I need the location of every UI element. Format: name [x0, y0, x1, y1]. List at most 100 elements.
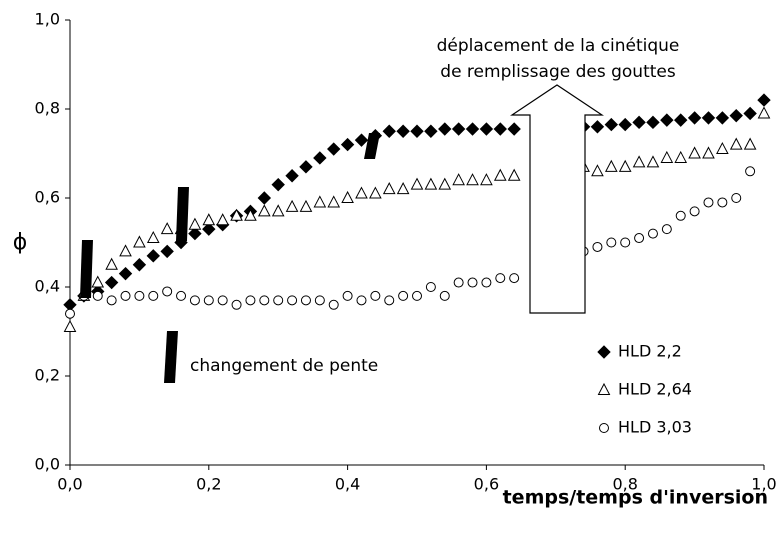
- triangle-marker: [757, 106, 771, 119]
- triangle-marker: [202, 213, 216, 226]
- triangle-marker: [105, 257, 118, 270]
- diamond-marker: [424, 124, 438, 138]
- circle-marker: [592, 241, 603, 252]
- x-tick-label: 0,8: [612, 475, 637, 494]
- diamond-marker: [632, 115, 646, 130]
- circle-marker: [675, 210, 686, 221]
- triangle-marker: [618, 159, 632, 172]
- diamond-marker: [465, 122, 480, 136]
- diamond-marker: [299, 160, 313, 174]
- diamond-marker: [188, 226, 202, 241]
- circle-marker: [273, 295, 284, 306]
- circle-marker: [148, 290, 159, 301]
- x-tick-label: 1,0: [751, 475, 776, 494]
- annotation: de remplissage des gouttes: [440, 62, 676, 82]
- diamond-marker: [451, 122, 466, 136]
- diamond-marker: [604, 117, 619, 132]
- circle-marker: [453, 277, 464, 288]
- circle-marker: [300, 295, 311, 306]
- triangle-marker: [313, 195, 327, 208]
- diamond-marker: [202, 222, 216, 236]
- diamond-marker: [438, 122, 452, 136]
- triangle-marker: [369, 186, 382, 199]
- circle-marker: [176, 290, 187, 301]
- diamond-marker: [493, 122, 507, 136]
- circle-marker: [717, 197, 728, 208]
- diamond-marker: [729, 108, 743, 123]
- diamond-marker: [327, 142, 341, 156]
- triangle-marker: [591, 164, 604, 177]
- triangle-marker: [438, 177, 452, 190]
- diamond-marker: [271, 177, 285, 192]
- triangle-marker: [396, 182, 410, 195]
- triangle-marker: [146, 230, 160, 244]
- triangle-marker: [674, 150, 688, 163]
- triangle-marker: [632, 155, 646, 168]
- circle-marker: [425, 282, 436, 292]
- triangle-marker: [285, 199, 299, 212]
- diamond-marker: [132, 258, 147, 272]
- triangle-marker: [355, 186, 368, 199]
- circle-marker: [599, 423, 609, 433]
- diamond-marker: [701, 111, 716, 125]
- diamond-marker: [285, 169, 299, 183]
- y-tick-label: 0,4: [35, 277, 60, 296]
- slope-mark: [80, 240, 93, 298]
- triangle-marker: [188, 217, 202, 230]
- slope-mark: [364, 133, 380, 159]
- diamond-marker: [313, 151, 327, 165]
- triangle-marker: [452, 173, 465, 186]
- diamond-marker: [382, 124, 396, 138]
- diamond-marker: [715, 111, 730, 125]
- circle-marker: [203, 295, 214, 306]
- circle-marker: [703, 197, 714, 208]
- circle-marker: [134, 290, 145, 301]
- circle-marker: [745, 166, 756, 177]
- diamond-marker: [757, 93, 771, 107]
- legend-label: HLD 2,64: [618, 380, 692, 399]
- circle-marker: [634, 233, 645, 244]
- triangle-marker: [257, 204, 271, 217]
- diamond-marker: [507, 122, 521, 136]
- circle-marker: [342, 290, 353, 301]
- circle-marker: [647, 228, 658, 239]
- triangle-marker: [702, 146, 715, 159]
- triangle-marker: [244, 208, 257, 221]
- triangle-marker: [688, 146, 701, 159]
- diamond-marker: [590, 120, 605, 134]
- x-tick-label: 0,2: [196, 475, 221, 494]
- circle-marker: [384, 295, 395, 306]
- diamond-marker: [354, 133, 369, 147]
- circle-marker: [509, 273, 520, 284]
- x-tick-label: 0,4: [335, 475, 360, 494]
- triangle-marker: [216, 213, 230, 226]
- diamond-marker: [160, 244, 174, 259]
- diamond-marker: [743, 106, 757, 121]
- circle-marker: [245, 295, 256, 306]
- circle-marker: [467, 277, 478, 288]
- diamond-marker: [687, 111, 702, 125]
- x-tick-label: 0,6: [474, 475, 499, 494]
- circle-marker: [661, 224, 672, 235]
- diamond-marker: [646, 115, 660, 130]
- diamond-marker: [597, 345, 611, 359]
- circle-marker: [259, 295, 270, 306]
- diamond-marker: [104, 275, 119, 290]
- y-axis-label: ϕ: [13, 230, 28, 255]
- circle-marker: [370, 290, 381, 301]
- circle-marker: [439, 290, 450, 301]
- triangle-marker: [507, 168, 521, 181]
- circle-marker: [606, 237, 617, 248]
- triangle-marker: [716, 141, 729, 155]
- triangle-marker: [230, 208, 243, 221]
- circle-marker: [106, 295, 117, 306]
- diamond-marker: [146, 249, 160, 263]
- circle-marker: [328, 299, 339, 310]
- diamond-marker: [340, 137, 355, 152]
- circle-marker: [495, 273, 506, 284]
- circle-marker: [689, 206, 700, 217]
- circle-marker: [217, 295, 228, 306]
- slope-mark: [176, 187, 189, 241]
- triangle-marker: [604, 159, 618, 172]
